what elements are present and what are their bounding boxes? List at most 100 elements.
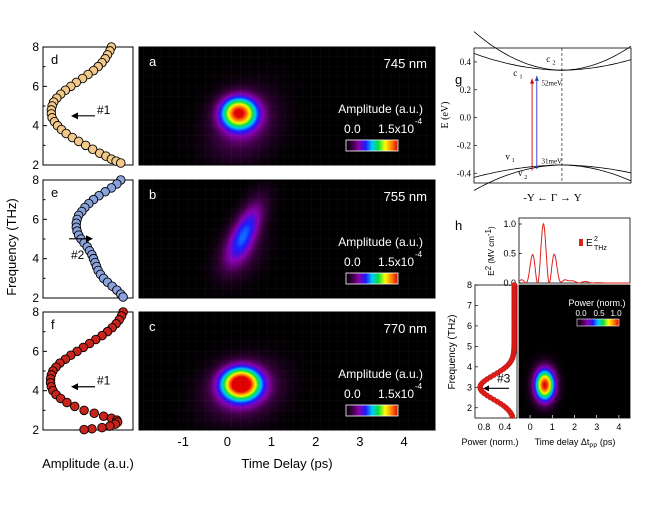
annotation-arrowhead	[86, 235, 93, 243]
legend-label-sub: THz	[594, 245, 607, 252]
band-label: 1	[520, 75, 523, 81]
band-label: c	[546, 54, 550, 64]
panel-letter-f: f	[51, 317, 55, 332]
y-tick-label: 4	[32, 119, 39, 133]
annotation-arrowhead	[71, 112, 78, 120]
x-tick-label: 4	[400, 434, 407, 449]
colorbar-title: Amplitude (a.u.)	[338, 367, 423, 381]
y-tick-label: 2	[32, 291, 39, 305]
band-label: c	[513, 68, 517, 78]
colorbar-tick: 0.0	[575, 309, 587, 318]
y-tick-label: 2	[32, 158, 39, 172]
data-point	[80, 140, 91, 151]
y-tick-label: 4	[32, 252, 39, 266]
data-point	[79, 405, 89, 416]
data-point	[98, 411, 109, 421]
panel-frame-a	[138, 46, 436, 166]
colorbar-tick: 0.0	[344, 255, 361, 269]
y-tick-label: 0.4	[460, 57, 472, 67]
x-tick-label: 0	[224, 434, 231, 449]
data-point	[87, 144, 98, 155]
colorbar-tick: 0.0	[344, 122, 361, 136]
spectrum-y-title-part: 2	[484, 265, 493, 270]
y-tick-label: 6	[32, 344, 39, 358]
wavelength-label: 755 nm	[384, 189, 427, 204]
y-tick-label: 0.0	[460, 113, 472, 123]
data-point	[62, 397, 72, 408]
band-energy-label: 31meV	[542, 158, 563, 166]
x-tick-label: 0.4	[499, 422, 512, 432]
y-tick-label: 2	[32, 423, 39, 437]
data-point	[87, 424, 97, 434]
spectrum-frame	[518, 217, 631, 284]
annotation-label: #1	[97, 374, 111, 388]
spectrum-y-title: E2 (MV cm-1)	[484, 226, 496, 276]
x-tick-label: 3	[356, 434, 363, 449]
colorbar-tick: -4	[415, 382, 423, 391]
spectrum-y-title-part: E	[487, 270, 496, 275]
panel-letter-g: g	[455, 72, 462, 87]
transition-arrowhead	[530, 78, 535, 84]
y-tick-label: 4	[32, 384, 39, 398]
legend-swatch	[579, 239, 583, 246]
colorbar-tick: 1.5x10	[378, 255, 414, 269]
legend-label-sup: 2	[594, 236, 598, 243]
x-tick-label: -1	[177, 434, 189, 449]
data-point	[79, 424, 89, 435]
x-axis-title: Time Delay (ps)	[241, 456, 332, 471]
x-tick-label: 4	[616, 422, 621, 432]
map-x-title-part: (ps)	[597, 437, 615, 447]
panel-letter-e: e	[51, 185, 58, 200]
band-label: v	[505, 151, 510, 161]
band-label: 2	[524, 175, 527, 181]
x-axis-title: Amplitude (a.u.)	[42, 456, 134, 471]
band-energy-label: 52meV	[542, 80, 563, 88]
wavelength-label: 770 nm	[384, 321, 427, 336]
y-tick-label: 0.0	[503, 278, 516, 288]
colorbar-title: Amplitude (a.u.)	[338, 235, 423, 249]
colorbar-tick: 0.5	[593, 309, 605, 318]
x-tick-label: 2	[312, 434, 319, 449]
y-axis-title: E (eV)	[440, 102, 451, 129]
y-tick-label: 0.2	[460, 85, 471, 95]
map-x-title: Time delay ΔtPP (ps)	[535, 437, 616, 450]
y-tick-label: 5	[467, 341, 472, 351]
power-spectrum-markers	[477, 282, 518, 419]
data-point	[116, 158, 126, 168]
annotation-arrowhead	[71, 383, 78, 391]
band-x-label: -Y ← Γ → Y	[523, 192, 582, 204]
panel-frame-c	[138, 311, 436, 431]
band-v2	[473, 164, 632, 178]
colorbar-tick: 1.5x10	[378, 122, 414, 136]
y-tick-label: 6	[467, 321, 472, 331]
annotation-label: #2	[71, 248, 85, 262]
band-label: 1	[512, 158, 515, 164]
y-tick-label: 7	[467, 300, 472, 310]
panel-letter-h: h	[455, 218, 462, 233]
spectrum-y-title-part: -1	[484, 228, 493, 236]
y-tick-label: 8	[467, 280, 472, 290]
map-x-title-part: PP	[589, 444, 597, 450]
legend-label: E	[586, 238, 593, 249]
spectrum-markers-d	[46, 42, 126, 168]
annotation-arrowhead	[483, 385, 489, 392]
panel-frame-b	[138, 179, 436, 299]
y-tick-label: 4	[467, 362, 472, 372]
y-tick-label: 3	[467, 382, 472, 392]
panel-letter-a: a	[149, 54, 157, 69]
x-tick-label: 1	[550, 422, 555, 432]
panel-letter-c: c	[149, 319, 156, 334]
y-tick-label: -0.4	[457, 168, 472, 178]
y-tick-label: 6	[32, 212, 39, 226]
annotation-label: #3	[497, 371, 511, 385]
band-label: v	[518, 168, 523, 178]
x-tick-label: 0.8	[478, 422, 491, 432]
data-point	[105, 421, 115, 431]
y-tick-label: 2	[467, 403, 472, 413]
colorbar-tick: -4	[415, 117, 423, 126]
data-point	[511, 282, 518, 288]
x-tick-label: 3	[594, 422, 599, 432]
spectrum-markers-e	[71, 175, 128, 302]
colorbar-tick: -4	[415, 250, 423, 259]
